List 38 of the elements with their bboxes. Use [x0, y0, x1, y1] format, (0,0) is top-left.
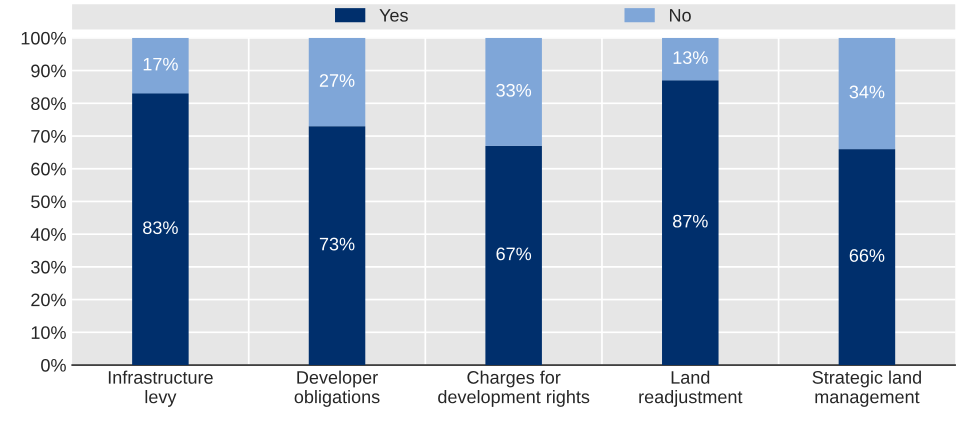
- bar: [132, 38, 189, 94]
- y-tick-label: 50%: [31, 195, 66, 208]
- data-label: 13%: [674, 51, 708, 64]
- y-tick-label: 60%: [31, 162, 66, 176]
- y-tick-label: 90%: [31, 64, 66, 78]
- bar: [662, 38, 719, 80]
- y-tick-label: 40%: [30, 228, 66, 241]
- data-label: 67%: [496, 247, 532, 260]
- bar: [838, 38, 896, 150]
- bar: [308, 126, 366, 366]
- legend-label: Yes: [379, 9, 408, 22]
- bar: [485, 146, 542, 366]
- y-tick-label: 20%: [31, 294, 66, 306]
- x-tick-label: Strategic land management: [812, 370, 921, 407]
- bar: [132, 94, 189, 366]
- bar: [308, 38, 366, 126]
- data-label: 27%: [320, 74, 354, 87]
- x-tick-label: Developer obligations: [294, 370, 380, 407]
- data-label: 17%: [144, 58, 178, 70]
- data-label: 33%: [496, 84, 532, 97]
- legend-label: No: [670, 9, 691, 22]
- bar: [838, 149, 896, 366]
- x-tick-label: Infrastructure levy: [108, 370, 213, 407]
- x-tick-label: Land readjustment: [639, 370, 742, 407]
- data-label: 73%: [320, 238, 354, 250]
- y-tick-label: 30%: [31, 260, 66, 274]
- data-label: 83%: [143, 221, 178, 234]
- data-label: 66%: [850, 249, 884, 262]
- data-label: 34%: [850, 86, 884, 98]
- bar: [662, 80, 719, 366]
- x-tick-label: Charges for development rights: [438, 370, 590, 407]
- y-tick-label: 70%: [31, 130, 66, 143]
- y-tick-label: 10%: [32, 326, 66, 340]
- y-tick-label: 0%: [41, 358, 66, 372]
- bar: [485, 38, 542, 146]
- y-tick-label: 80%: [31, 97, 66, 110]
- y-tick-label: 100%: [22, 32, 66, 45]
- data-label: 87%: [673, 214, 708, 228]
